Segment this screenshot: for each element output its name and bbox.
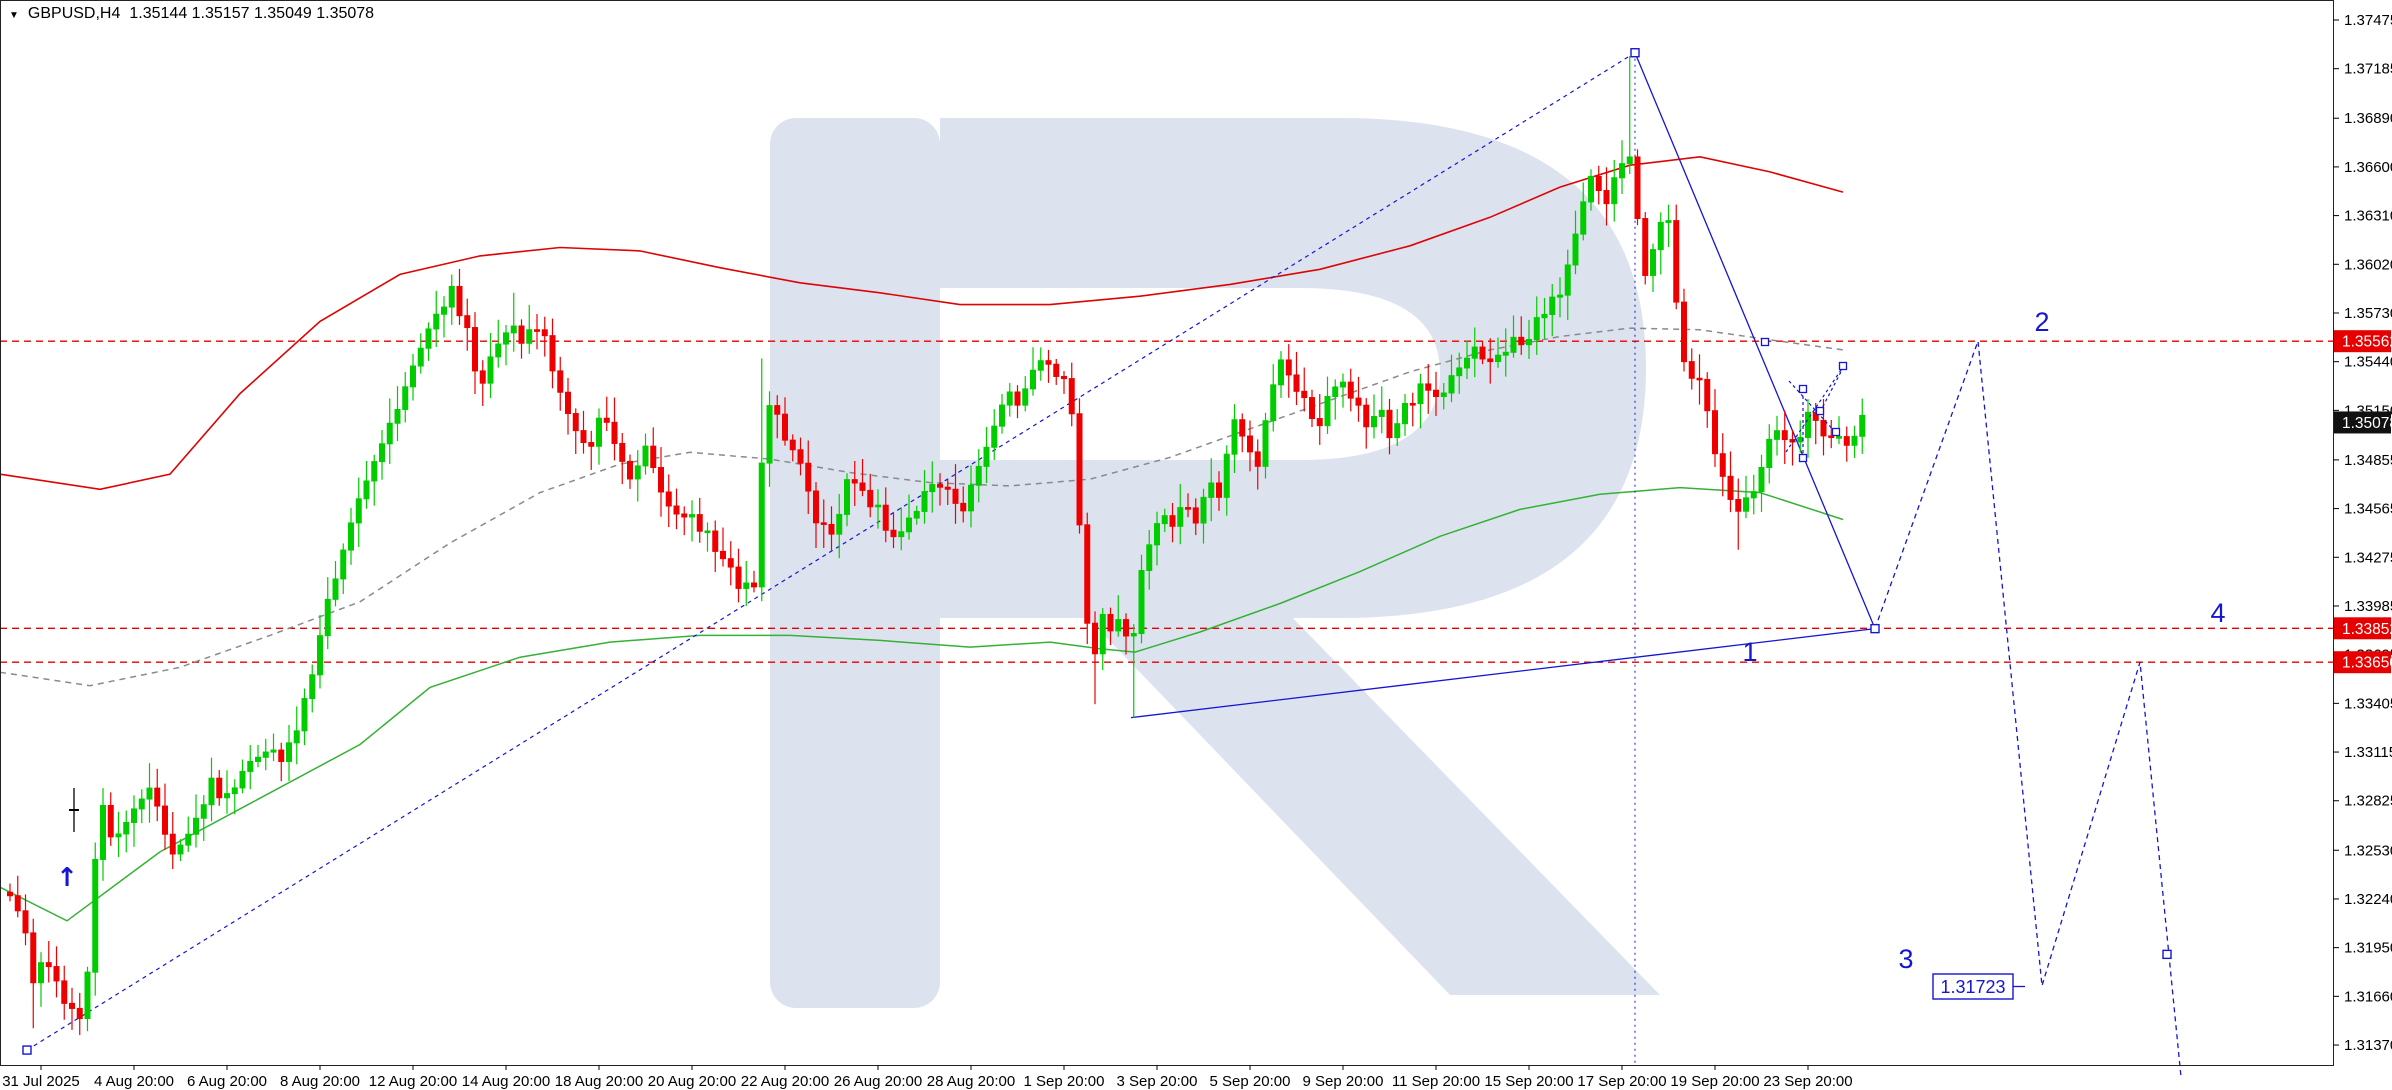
svg-text:4 Aug 20:00: 4 Aug 20:00 (94, 1073, 174, 1090)
time-scale[interactable]: 31 Jul 2025 4 Aug 20:00 6 Aug 20:00 8 Aug 2… (2, 1065, 1853, 1090)
svg-text:3: 3 (1898, 944, 1913, 974)
svg-text:1.31723: 1.31723 (1940, 977, 2005, 997)
wave-drawing-handles[interactable] (22, 48, 2172, 1055)
svg-text:26 Aug 20:00: 26 Aug 20:00 (834, 1073, 922, 1090)
svg-text:23 Sep 20:00: 23 Sep 20:00 (1763, 1073, 1852, 1090)
svg-text:4: 4 (2210, 598, 2225, 628)
svg-text:1.33985: 1.33985 (2344, 598, 2392, 615)
svg-text:17 Sep 20:00: 17 Sep 20:00 (1577, 1073, 1666, 1090)
wave-number-labels: 1 2 3 4 (1742, 307, 2225, 974)
svg-text:6 Aug 20:00: 6 Aug 20:00 (187, 1073, 267, 1090)
svg-text:1.34855: 1.34855 (2344, 452, 2392, 469)
svg-text:5 Sep 20:00: 5 Sep 20:00 (1210, 1073, 1291, 1090)
svg-text:1.36020: 1.36020 (2344, 256, 2392, 273)
svg-text:1.33650: 1.33650 (2342, 655, 2392, 672)
svg-text:1.31950: 1.31950 (2344, 940, 2392, 957)
watermark-logo (770, 118, 1660, 1008)
svg-text:1.36600: 1.36600 (2344, 159, 2392, 176)
svg-text:18 Aug 20:00: 18 Aug 20:00 (555, 1073, 643, 1090)
svg-text:1.33115: 1.33115 (2344, 744, 2392, 761)
svg-text:1 Sep 20:00: 1 Sep 20:00 (1024, 1073, 1105, 1090)
svg-text:8 Aug 20:00: 8 Aug 20:00 (280, 1073, 360, 1090)
svg-text:20 Aug 20:00: 20 Aug 20:00 (648, 1073, 736, 1090)
svg-text:1: 1 (1742, 637, 1757, 667)
svg-text:1.33405: 1.33405 (2344, 695, 2392, 712)
chart-title-bar: ▼ GBPUSD,H4 1.35144 1.35157 1.35049 1.35… (9, 5, 374, 23)
svg-text:1.34565: 1.34565 (2344, 501, 2392, 518)
svg-text:1.35440: 1.35440 (2344, 354, 2392, 371)
svg-text:3 Sep 20:00: 3 Sep 20:00 (1117, 1073, 1198, 1090)
symbol-dropdown-icon[interactable]: ▼ (9, 9, 19, 21)
svg-text:1.35078: 1.35078 (2342, 415, 2392, 432)
svg-text:1.31660: 1.31660 (2344, 988, 2392, 1005)
candles-layer (7, 56, 1866, 1036)
svg-text:15 Sep 20:00: 15 Sep 20:00 (1484, 1073, 1573, 1090)
svg-text:11 Sep 20:00: 11 Sep 20:00 (1392, 1073, 1480, 1090)
svg-text:22 Aug 20:00: 22 Aug 20:00 (741, 1073, 829, 1090)
svg-text:1.37475: 1.37475 (2344, 12, 2392, 29)
svg-text:1.32825: 1.32825 (2344, 793, 2392, 810)
svg-text:1.35562: 1.35562 (2342, 334, 2392, 351)
svg-text:1.36310: 1.36310 (2344, 208, 2392, 225)
ohlc-quote-label: 1.35144 1.35157 1.35049 1.35078 (129, 5, 375, 22)
svg-text:1.34275: 1.34275 (2344, 549, 2392, 566)
svg-text:19 Sep 20:00: 19 Sep 20:00 (1670, 1073, 1759, 1090)
target-price-label[interactable]: 1.31723 (1932, 973, 2025, 1000)
ma-red (0, 155, 1844, 491)
svg-text:28 Aug 20:00: 28 Aug 20:00 (927, 1073, 1015, 1090)
svg-text:14 Aug 20:00: 14 Aug 20:00 (462, 1073, 550, 1090)
ma-green (0, 486, 1844, 922)
horizontal-levels[interactable] (0, 340, 2333, 663)
buy-arrow-icon: ↑ (56, 863, 78, 893)
svg-text:1.36890: 1.36890 (2344, 110, 2392, 127)
svg-text:1.37185: 1.37185 (2344, 61, 2392, 78)
svg-text:1.31370: 1.31370 (2344, 1037, 2392, 1054)
doji-cross (69, 788, 79, 832)
trendline-layer[interactable] (26, 52, 2182, 1077)
svg-text:1.32530: 1.32530 (2344, 842, 2392, 859)
svg-text:1.33852: 1.33852 (2342, 621, 2392, 638)
symbol-timeframe-label: GBPUSD,H4 (27, 5, 121, 22)
price-tags: 1.35562 1.35078 1.33852 1.33650 (2334, 330, 2392, 674)
svg-text:1.32240: 1.32240 (2344, 891, 2392, 908)
svg-text:9 Sep 20:00: 9 Sep 20:00 (1303, 1073, 1384, 1090)
svg-text:1.35730: 1.35730 (2344, 305, 2392, 322)
ma-gray (0, 327, 1844, 687)
svg-text:2: 2 (2034, 307, 2049, 337)
svg-text:31 Jul 2025: 31 Jul 2025 (2, 1073, 80, 1090)
svg-text:12 Aug 20:00: 12 Aug 20:00 (369, 1073, 457, 1090)
price-scale[interactable]: 1.37475 1.37185 1.36890 1.36600 1.36310 1.360… (2333, 12, 2392, 1054)
